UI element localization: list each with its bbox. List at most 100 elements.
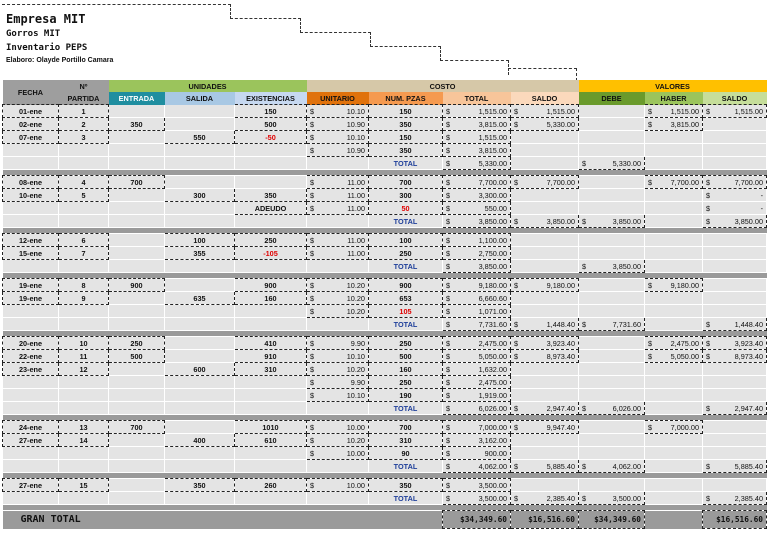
header-unidades: UNIDADES <box>108 80 307 92</box>
cell-haber <box>644 143 703 157</box>
cell-total: $900.00 <box>442 446 511 460</box>
total-row: TOTAL $3,850.00 $3,850.00 <box>2 259 767 273</box>
grand-total-saldo-valores: $16,516.60 <box>702 510 768 529</box>
cell-entrada <box>108 478 165 492</box>
amount: 5,050.00 <box>670 351 700 361</box>
empty-cell <box>234 401 307 415</box>
cell-haber <box>644 304 703 318</box>
cell-debe <box>578 433 645 447</box>
currency-sign: $ <box>514 338 519 348</box>
amount: 10.10 <box>346 390 365 400</box>
cell-existencias: 150 <box>234 104 307 118</box>
cell-haber <box>644 388 703 402</box>
cell-haber <box>644 246 703 260</box>
cell-salida <box>164 104 235 118</box>
cell-salida: 100 <box>164 233 235 247</box>
total-label: TOTAL <box>368 317 443 331</box>
cell-partida: 12 <box>58 362 109 376</box>
amount: 900.00 <box>484 448 507 458</box>
total-saldo-valores <box>702 259 767 273</box>
total-total: $3,850.00 <box>442 214 511 228</box>
cell-existencias <box>234 143 307 157</box>
total-saldo-valores: $1,448.40 <box>702 317 768 331</box>
cell-partida: 15 <box>58 478 109 492</box>
cell-haber <box>644 362 703 376</box>
cell-debe <box>578 336 645 350</box>
empty-cell <box>234 156 307 170</box>
cell-entrada: 500 <box>108 349 165 363</box>
empty-cell <box>2 459 59 473</box>
cell-salida: 400 <box>164 433 235 447</box>
total-saldo: $1,448.40 <box>509 317 580 331</box>
currency-sign: $ <box>706 177 711 187</box>
table-row: 23-ene 12 600 310 $10.20 160 $1,632.00 <box>2 362 767 376</box>
amount: 3,850.00 <box>612 216 642 226</box>
currency-sign: $ <box>446 351 451 361</box>
cell-num-pzas: 350 <box>368 478 443 492</box>
cell-fecha: 24-ene <box>2 420 59 434</box>
amount: 10.90 <box>346 145 365 155</box>
cell-debe <box>578 446 645 460</box>
cell-saldo <box>510 291 579 305</box>
empty-cell <box>306 401 369 415</box>
amount: 4,062.00 <box>478 461 507 471</box>
table-row: 22-ene 11 500 910 $10.10 500 $5,050.00 $8,973.4… <box>2 349 768 363</box>
empty-cell <box>644 259 703 273</box>
cell-haber <box>644 478 703 492</box>
cell-fecha: 01-ene <box>2 104 59 118</box>
header-haber: HABER <box>644 92 703 105</box>
currency-sign: $ <box>310 435 315 445</box>
currency-sign: $ <box>648 351 653 361</box>
cell-partida: 5 <box>58 188 109 202</box>
table-row: $10.90 350 $3,815.00 <box>2 143 767 157</box>
currency-sign: $ <box>446 293 451 303</box>
cell-entrada: 350 <box>108 117 165 131</box>
currency-sign: $ <box>446 280 451 290</box>
empty-cell <box>108 401 165 415</box>
currency-sign: $ <box>582 261 587 271</box>
currency-sign: $ <box>514 403 519 413</box>
currency-sign: $ <box>446 390 451 400</box>
cell-unitario: $10.00 <box>306 478 369 492</box>
cell-num-pzas: 250 <box>368 336 443 350</box>
amount: 10.00 <box>346 448 365 458</box>
cell-entrada <box>108 388 165 402</box>
currency-sign: $ <box>446 364 451 374</box>
cell-saldo-valores <box>702 246 767 260</box>
header-border <box>300 32 371 47</box>
currency-sign: $ <box>648 280 653 290</box>
amount: 3,815.00 <box>478 145 507 155</box>
empty-cell <box>58 156 109 170</box>
total-total: $6,026.00 <box>442 401 511 415</box>
cell-saldo <box>510 233 579 247</box>
cell-entrada: 700 <box>108 175 165 189</box>
currency-sign: $ <box>446 338 451 348</box>
author-line: Elaboro: Olayde Portillo Camara <box>6 57 114 64</box>
cell-saldo: $9,180.00 <box>509 278 580 292</box>
total-saldo <box>510 156 579 170</box>
amount: 3,923.40 <box>546 338 576 348</box>
currency-sign: $ <box>446 235 451 245</box>
cell-entrada <box>108 143 165 157</box>
empty-cell <box>108 214 165 228</box>
cell-fecha: 02-ene <box>2 117 59 131</box>
amount: 2,385.40 <box>546 493 576 503</box>
table-row: 08-ene 4 700 $11.00 700 $7,700.00 $7,700.00 $7,… <box>2 175 768 189</box>
currency-sign: $ <box>514 280 519 290</box>
amount: 10.10 <box>346 132 365 142</box>
cell-unitario: $10.20 <box>306 291 369 305</box>
cell-unitario: $10.00 <box>306 420 369 434</box>
cell-total: $1,100.00 <box>442 233 511 247</box>
cell-unitario: $10.10 <box>306 130 369 144</box>
currency-sign: $ <box>310 248 315 258</box>
total-saldo: $5,885.40 <box>509 459 580 473</box>
cell-total: $3,500.00 <box>442 478 511 492</box>
currency-sign: $ <box>310 364 315 374</box>
amount: 1,100.00 <box>478 235 507 245</box>
empty-cell <box>234 491 307 505</box>
header-entrada: ENTRADA <box>108 92 165 105</box>
empty-cell <box>306 317 369 331</box>
cell-unitario: $9.90 <box>306 375 369 389</box>
amount: 3,162.00 <box>478 435 507 445</box>
amount: 3,500.00 <box>478 493 507 503</box>
